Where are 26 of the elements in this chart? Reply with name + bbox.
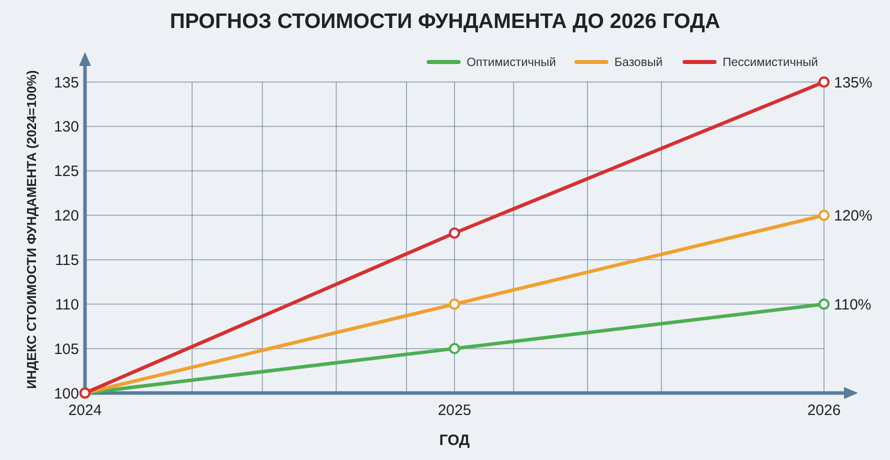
y-tick-label: 130 <box>54 118 79 136</box>
legend-label: Пессимистичный <box>722 55 818 70</box>
point <box>818 76 830 88</box>
y-tick-label: 135 <box>54 74 79 92</box>
x-axis-title: ГОД <box>439 432 470 449</box>
point <box>818 210 830 221</box>
point <box>448 342 460 354</box>
data-label: 120% <box>834 208 872 225</box>
y-tick-label: 115 <box>55 252 79 269</box>
data-label: 135% <box>834 74 872 92</box>
y-axis-title: ИНДЕКС СТОИМОСТИ ФУНДАМЕНТА (2024=100%) <box>24 70 39 389</box>
y-tick-label: 100 <box>54 385 79 402</box>
x-tick-label: 2025 <box>438 402 472 419</box>
y-tick-label: 110 <box>55 296 79 314</box>
y-tick-label: 105 <box>54 340 79 358</box>
y-tick-label: 125 <box>54 163 79 180</box>
x-tick-label: 2024 <box>68 402 102 419</box>
x-tick-label: 2026 <box>807 402 841 419</box>
legend-label: Базовый <box>614 55 663 70</box>
point <box>448 227 460 239</box>
chart-title: ПРОГНОЗ СТОИМОСТИ ФУНДАМЕНТА ДО 2026 ГОДА <box>170 10 720 33</box>
legend-label: Оптимистичный <box>466 55 556 70</box>
point <box>818 298 830 310</box>
y-tick-label: 120 <box>54 208 79 225</box>
point <box>448 298 460 310</box>
data-label: 110% <box>834 296 872 314</box>
